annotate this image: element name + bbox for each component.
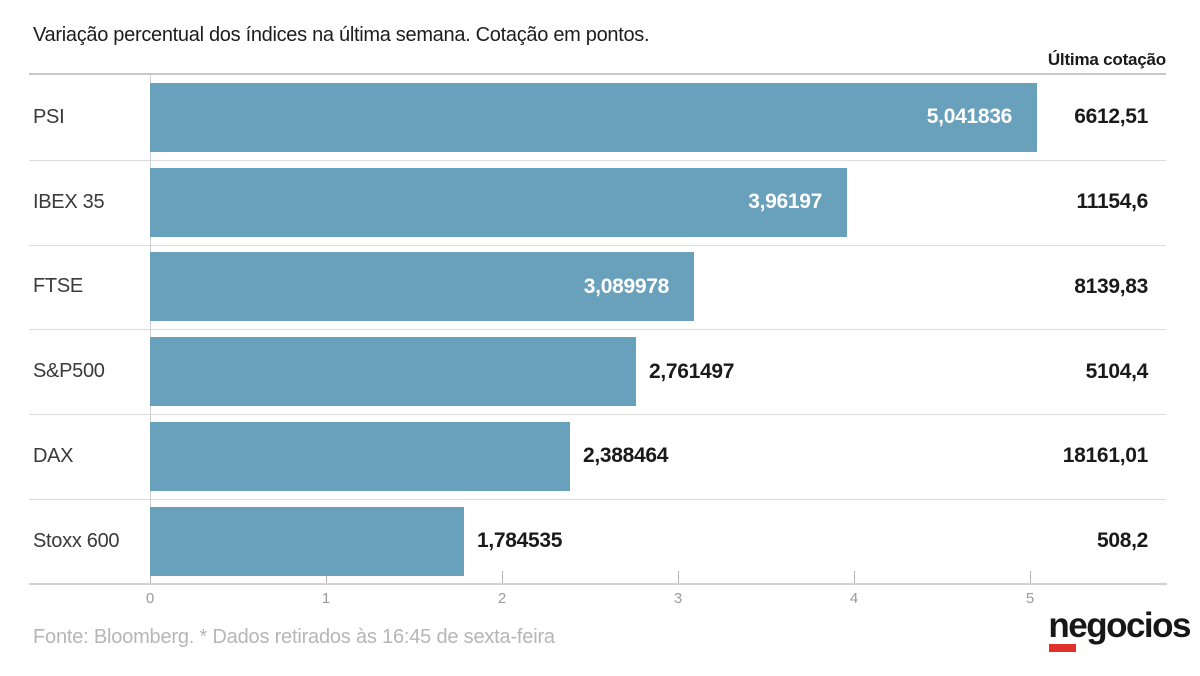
- bar-value-label: 2,388464: [583, 444, 669, 468]
- x-axis-tick-label: 4: [849, 590, 859, 607]
- row-separator: [29, 414, 1166, 415]
- quote-value: 6612,51: [1074, 105, 1148, 129]
- bar-value-label: 3,089978: [583, 274, 670, 298]
- logo-wordmark: negocios: [1048, 606, 1191, 645]
- bar-row: S&P500 2,761497 5104,4: [0, 329, 1200, 414]
- quote-value: 5104,4: [1085, 359, 1149, 383]
- x-axis-tick-label: 5: [1025, 590, 1035, 607]
- header-divider: [29, 73, 1166, 75]
- row-separator: [29, 159, 1166, 161]
- x-axis-tick: [150, 571, 151, 583]
- row-separator: [29, 329, 1166, 331]
- category-label: FTSE: [33, 275, 83, 298]
- bar-row: DAX 2,388464 18161,01: [0, 414, 1200, 499]
- quote-value: 11154,6: [1076, 190, 1149, 214]
- bar: 3,96197: [150, 167, 847, 237]
- bar-value-label: 2,761497: [649, 359, 735, 383]
- bar-value-label: 1,784535: [477, 529, 563, 553]
- source-note: Fonte: Bloomberg. * Dados retirados às 1…: [33, 626, 555, 648]
- category-label: Stoxx 600: [33, 529, 120, 552]
- bar-row: FTSE 3,089978 8139,83: [0, 245, 1200, 330]
- category-label: DAX: [33, 444, 74, 467]
- chart-title: Variação percentual dos índices na últim…: [33, 24, 650, 46]
- x-axis-tick-label: 1: [321, 590, 331, 607]
- bar: [150, 337, 636, 407]
- quote-value: 508,2: [1096, 529, 1148, 553]
- bar-value-label: 3,96197: [748, 190, 822, 214]
- category-label: S&P500: [33, 360, 105, 383]
- x-axis-tick: [326, 571, 327, 583]
- row-separator: [29, 244, 1166, 246]
- bar-row: Stoxx 600 1,784535 508,2: [0, 499, 1200, 584]
- bar-value-label: 5,041836: [926, 105, 1013, 129]
- x-axis-tick-label: 3: [673, 590, 683, 607]
- y-axis-zero-line: [150, 75, 151, 584]
- x-axis-tick-label: 2: [497, 590, 507, 607]
- x-axis-line: [29, 583, 1167, 585]
- x-axis-tick-label: 0: [145, 590, 155, 607]
- logo-red-accent: [1049, 644, 1077, 652]
- bar: [150, 421, 570, 491]
- x-axis-tick: [1030, 571, 1031, 583]
- quote-value: 18161,01: [1062, 444, 1149, 468]
- row-separator: [29, 498, 1166, 500]
- negocios-logo: negocios: [1048, 606, 1191, 652]
- x-axis-tick: [502, 571, 503, 583]
- category-label: IBEX 35: [33, 190, 105, 213]
- bar: 5,041836: [150, 82, 1037, 152]
- bar: 3,089978: [150, 252, 694, 322]
- bar: [150, 506, 464, 576]
- bar-row: PSI 5,041836 6612,51: [0, 75, 1200, 160]
- x-axis-tick: [854, 571, 855, 583]
- category-label: PSI: [33, 105, 65, 128]
- x-axis-tick: [678, 571, 679, 583]
- quote-column-header: Última cotação: [1047, 50, 1166, 69]
- bar-row: IBEX 35 3,96197 11154,6: [0, 160, 1200, 245]
- quote-value: 8139,83: [1074, 274, 1148, 298]
